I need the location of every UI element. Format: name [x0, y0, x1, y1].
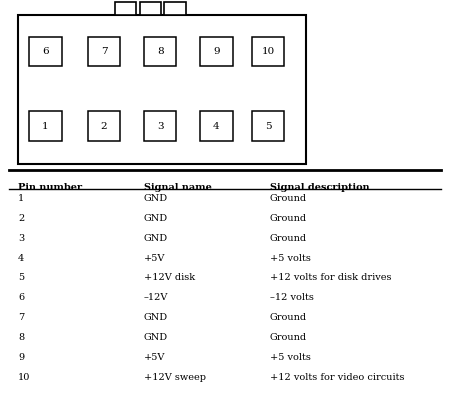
Text: GND: GND — [144, 214, 168, 223]
Text: Ground: Ground — [270, 313, 307, 322]
Text: 2: 2 — [18, 214, 24, 223]
Text: 1: 1 — [42, 122, 49, 131]
Bar — [164, 2, 186, 15]
Text: 2: 2 — [101, 122, 107, 131]
Text: 3: 3 — [157, 122, 163, 131]
Text: 7: 7 — [18, 313, 24, 322]
Bar — [88, 37, 120, 66]
Text: 6: 6 — [42, 47, 49, 56]
Text: +5V: +5V — [144, 254, 166, 263]
Text: 8: 8 — [18, 333, 24, 342]
Bar — [29, 37, 62, 66]
Text: 5: 5 — [265, 122, 271, 131]
Text: +12V disk: +12V disk — [144, 273, 195, 283]
Text: GND: GND — [144, 313, 168, 322]
Bar — [29, 111, 62, 141]
Bar — [115, 2, 136, 15]
Text: GND: GND — [144, 194, 168, 203]
Text: 8: 8 — [157, 47, 163, 56]
Text: 9: 9 — [213, 47, 220, 56]
Text: –12V: –12V — [144, 293, 168, 303]
Text: 10: 10 — [18, 373, 31, 382]
Text: 1: 1 — [18, 194, 24, 203]
Text: 3: 3 — [18, 234, 24, 243]
Bar — [200, 111, 233, 141]
Text: +5 volts: +5 volts — [270, 353, 311, 362]
Bar — [252, 37, 284, 66]
Text: +12 volts for video circuits: +12 volts for video circuits — [270, 373, 405, 382]
Bar — [144, 111, 176, 141]
Text: +5 volts: +5 volts — [270, 254, 311, 263]
Text: –12 volts: –12 volts — [270, 293, 314, 303]
Text: GND: GND — [144, 333, 168, 342]
Text: Ground: Ground — [270, 214, 307, 223]
Text: +12 volts for disk drives: +12 volts for disk drives — [270, 273, 392, 283]
Text: 4: 4 — [213, 122, 220, 131]
Text: Pin number: Pin number — [18, 183, 82, 192]
Bar — [140, 2, 161, 15]
Text: Signal description: Signal description — [270, 183, 369, 192]
Text: 4: 4 — [18, 254, 24, 263]
Text: 9: 9 — [18, 353, 24, 362]
Text: Ground: Ground — [270, 194, 307, 203]
Text: +12V sweep: +12V sweep — [144, 373, 206, 382]
Text: GND: GND — [144, 234, 168, 243]
Text: 7: 7 — [101, 47, 107, 56]
Text: +5V: +5V — [144, 353, 166, 362]
Bar — [252, 111, 284, 141]
Bar — [18, 15, 306, 164]
Bar — [200, 37, 233, 66]
Bar — [88, 111, 120, 141]
Text: 6: 6 — [18, 293, 24, 303]
Text: 5: 5 — [18, 273, 24, 283]
Text: Ground: Ground — [270, 234, 307, 243]
Text: Ground: Ground — [270, 333, 307, 342]
Text: 10: 10 — [261, 47, 275, 56]
Text: Signal name: Signal name — [144, 183, 212, 192]
Bar — [144, 37, 176, 66]
